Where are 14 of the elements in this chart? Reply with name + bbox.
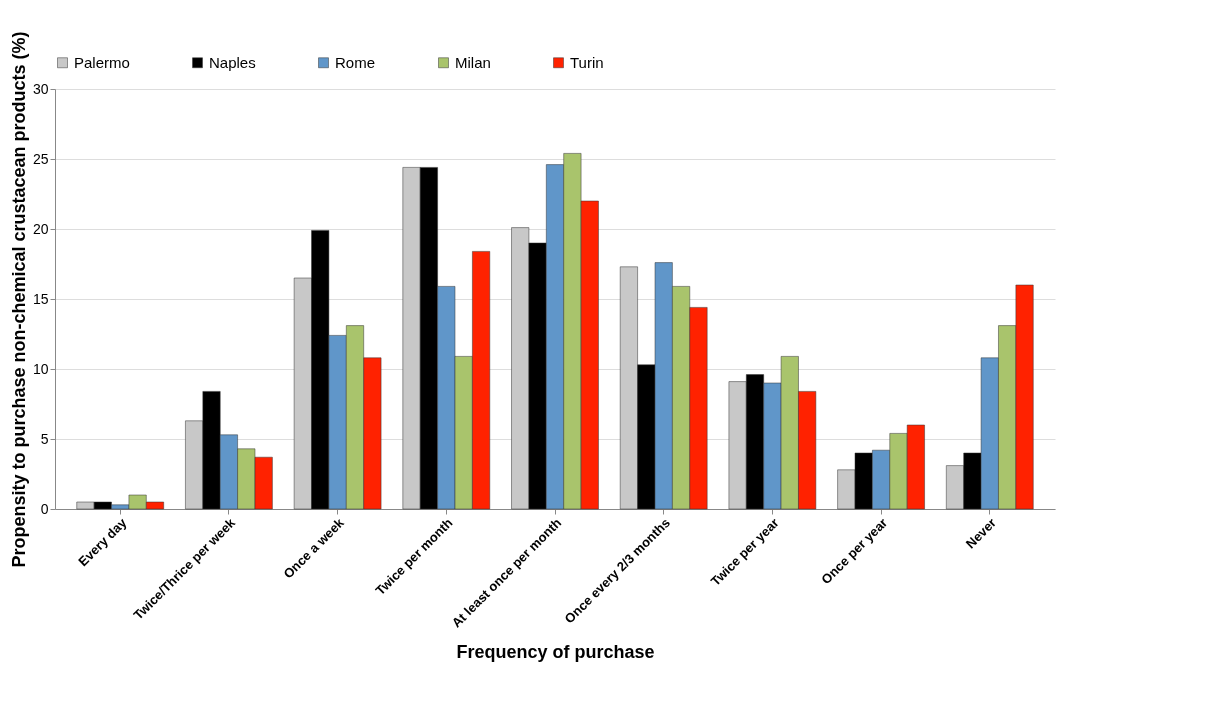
y-tick-label: 20	[32, 220, 49, 237]
legend-label: Rome	[335, 53, 376, 71]
x-axis-title: Frequency of purchase	[456, 642, 655, 663]
y-axis-title: Propensity to purchase non-chemical crustacean products (%)	[8, 31, 29, 568]
y-tick-label: 15	[32, 290, 49, 307]
legend-label: Naples	[209, 53, 256, 71]
legend-label: Milan	[455, 53, 491, 71]
y-tick-label: 0	[40, 500, 49, 517]
y-tick-label: 25	[32, 150, 49, 167]
legend-label: Turin	[570, 53, 604, 71]
y-tick-label: 10	[32, 360, 49, 377]
y-tick-label: 30	[32, 80, 49, 97]
y-tick-label: 5	[40, 430, 49, 447]
legend-label: Palermo	[74, 53, 130, 71]
